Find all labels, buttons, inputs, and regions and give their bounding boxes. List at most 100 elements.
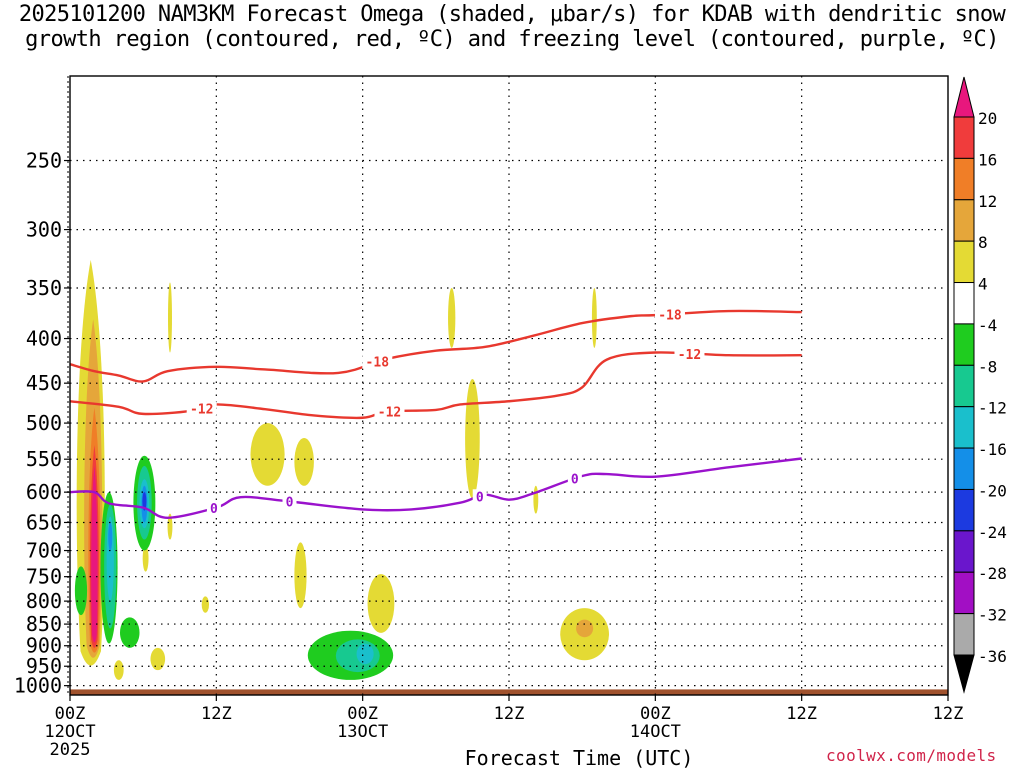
y-tick-label-750: 750	[26, 565, 62, 589]
contour-label-1-0: -12	[378, 405, 401, 420]
colorbar-label-2: 12	[978, 192, 997, 211]
contour-label-2-1: 0	[210, 502, 218, 517]
contour-label-bg-2-3	[567, 471, 582, 486]
omega-region-4	[91, 466, 98, 643]
frame-rect	[69, 75, 949, 696]
x-tick-label-3: 12Z	[494, 704, 525, 724]
chart-title: 2025101200 NAM3KM Forecast Omega (shaded…	[0, 2, 1024, 52]
y-tick-label-400: 400	[26, 327, 62, 351]
colorbar-swatch-8	[953, 406, 975, 449]
x-tick-label-4: 00Z	[640, 704, 671, 724]
colorbar-swatch-11	[953, 530, 975, 573]
omega-region-15	[448, 287, 456, 348]
temperature-contours: -18 -18 -12 -12 -12 0 0 0 0	[69, 307, 802, 519]
contour-label-1-2: -12	[678, 348, 701, 363]
colorbar-swatch-5	[953, 282, 975, 325]
omega-region-17	[533, 485, 539, 514]
y-tick-label-550: 550	[26, 447, 62, 471]
colorbar-label-4: 4	[978, 275, 988, 294]
x-tick-date-4: 14OCT	[630, 722, 681, 742]
colorbar-top-triangle	[953, 76, 975, 118]
colorbar-label-12: -32	[978, 606, 1007, 625]
colorbar-swatch-6	[953, 323, 975, 366]
credit-link[interactable]: coolwx.com/models	[826, 746, 997, 765]
x-tick-label-2: 00Z	[347, 704, 378, 724]
colorbar-label-13: -36	[978, 647, 1007, 666]
y-tick-label-1000: 1000	[14, 674, 62, 698]
colorbar-swatch-13	[953, 613, 975, 656]
y-tick-label-450: 450	[26, 371, 62, 395]
omega-region-6	[167, 282, 172, 353]
colorbar-label-7: -12	[978, 399, 1007, 418]
omega-region-12	[294, 437, 314, 486]
omega-region-18	[591, 287, 597, 348]
contour-label-2-0: 0	[286, 496, 294, 511]
colorbar-swatch-7	[953, 364, 975, 408]
colorbar-label-6: -8	[978, 357, 997, 376]
colorbar-label-11: -28	[978, 564, 1007, 583]
x-tick-label-0: 00Z	[55, 704, 86, 724]
colorbar: 20 16 12 8 4 -4 -8 -12 -16 -20 -24 -28 -32 -36	[953, 76, 1007, 694]
x-tick-year-0: 2025	[50, 740, 91, 760]
contour-label-bg-2-2	[472, 489, 487, 504]
contour-line-0	[69, 309, 802, 383]
omega-region-13	[294, 542, 307, 609]
x-tick-date-0: 12OCT	[44, 722, 95, 742]
contour-label-bg-1-0	[374, 404, 405, 419]
colorbar-label-0: 20	[978, 109, 997, 128]
contour-label-2-2: 0	[476, 490, 484, 505]
y-tick-label-350: 350	[26, 276, 62, 300]
colorbar-label-5: -4	[978, 316, 997, 335]
y-tick-label-800: 800	[26, 589, 62, 613]
x-tick-label-5: 12Z	[786, 704, 817, 724]
colorbar-swatch-3	[953, 199, 975, 242]
omega-region-9	[113, 660, 124, 680]
contour-label-0-0: -18	[366, 356, 390, 371]
y-tick-label-600: 600	[26, 480, 62, 504]
y-tick-label-950: 950	[26, 654, 62, 678]
omega-region-5	[142, 545, 149, 572]
contour-label-bg-2-0	[282, 494, 297, 509]
y-tick-label-500: 500	[26, 411, 62, 435]
y-tick-label-900: 900	[26, 634, 62, 658]
colorbar-bottom-triangle	[953, 654, 975, 694]
colorbar-swatch-9	[953, 447, 975, 490]
omega-region-20	[576, 619, 594, 638]
omega-region-21	[74, 566, 88, 616]
colorbar-swatch-10	[953, 488, 975, 532]
colorbar-swatch-12	[953, 571, 975, 615]
y-axis: 2503003504004505005506006507007508008509…	[14, 149, 70, 698]
contour-label-bg-1-2	[674, 346, 705, 361]
omega-region-11	[250, 423, 285, 486]
omega-region-25	[108, 522, 113, 551]
contour-label-0-1: -18	[658, 308, 682, 323]
ground-layer	[70, 689, 948, 695]
colorbar-label-1: 16	[978, 150, 997, 169]
colorbar-swatch-2	[953, 157, 975, 201]
contour-label-1-1: -12	[190, 402, 213, 417]
omega-region-8	[150, 647, 166, 671]
contour-line-2	[69, 457, 802, 519]
x-axis-title: Forecast Time (UTC)	[465, 746, 694, 768]
x-tick-label-6: 12Z	[933, 704, 964, 724]
chart-title-line-1: 2025101200 NAM3KM Forecast Omega (shaded…	[18, 2, 1006, 27]
colorbar-label-3: 8	[978, 233, 988, 252]
omega-fills	[74, 259, 609, 680]
omega-region-16	[465, 378, 480, 499]
colorbar-label-8: -16	[978, 440, 1007, 459]
plot-frame	[67, 75, 949, 696]
colorbar-swatch-1	[953, 116, 975, 159]
y-tick-label-650: 650	[26, 510, 62, 534]
colorbar-swatch-4	[953, 240, 975, 284]
colorbar-label-10: -24	[978, 523, 1007, 542]
omega-region-26	[119, 617, 140, 648]
omega-region-31	[142, 492, 147, 511]
chart-title-line-2: growth region (contoured, red, ºC) and f…	[25, 27, 999, 52]
y-tick-label-250: 250	[26, 149, 62, 173]
contour-label-bg-0-0	[362, 354, 393, 369]
omega-region-14	[367, 574, 395, 633]
colorbar-label-9: -20	[978, 481, 1007, 500]
x-tick-label-1: 12Z	[201, 704, 232, 724]
